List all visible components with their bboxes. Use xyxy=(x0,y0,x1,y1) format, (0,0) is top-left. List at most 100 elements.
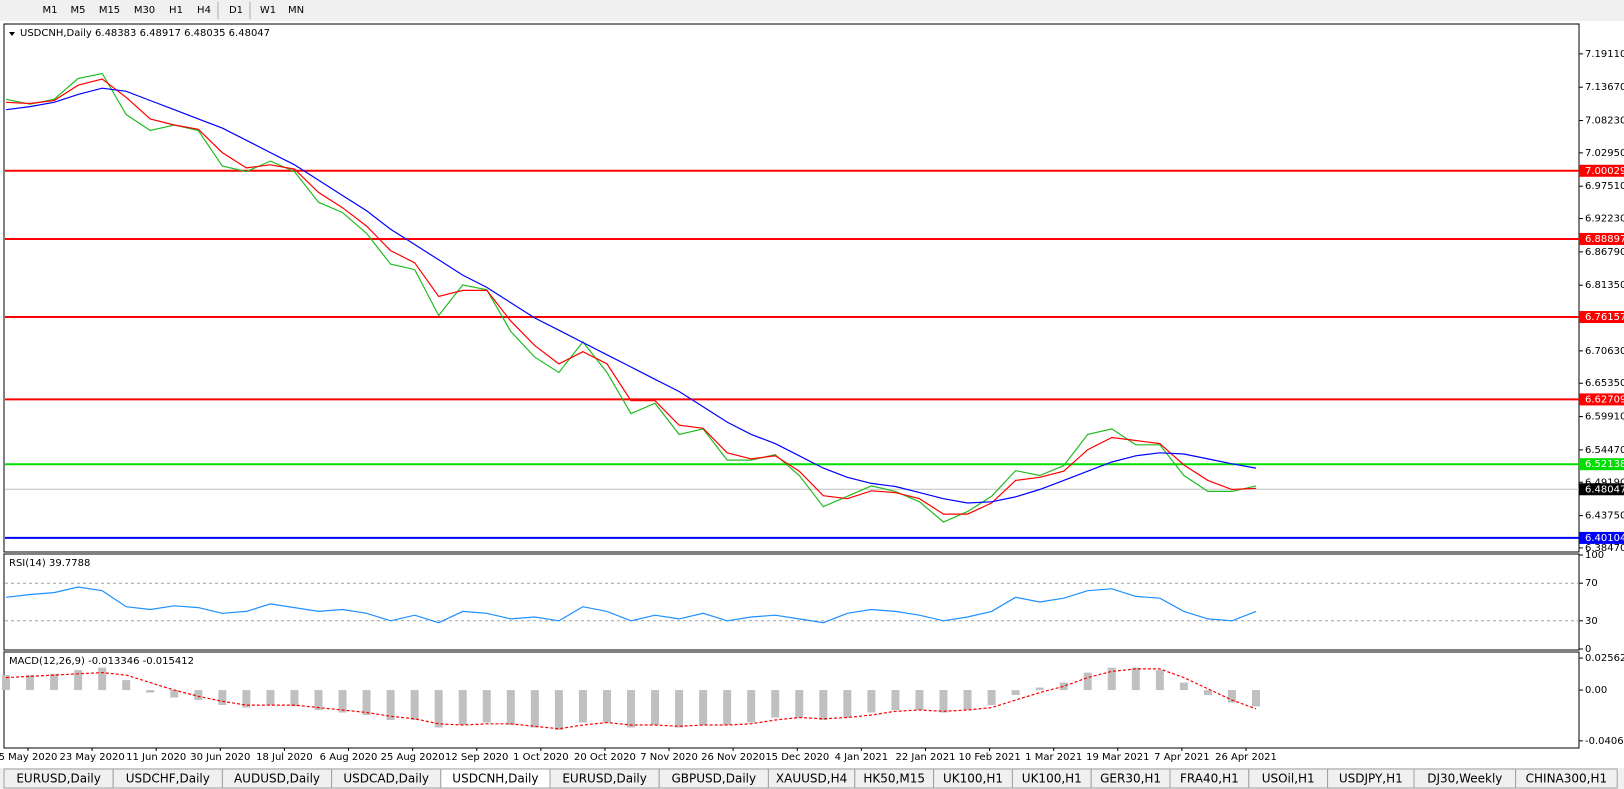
x-tick-label: 30 Jun 2020 xyxy=(190,752,250,763)
histogram-bar xyxy=(50,673,59,691)
ohlc-value: 6.48383 xyxy=(95,28,136,39)
current-price-box xyxy=(1579,483,1624,496)
timeframe-button[interactable]: M15 xyxy=(99,5,120,16)
histogram-bar xyxy=(747,690,756,723)
tab-label: HK50,M15 xyxy=(863,772,925,786)
y-tick-label: 6.81350 xyxy=(1585,280,1624,291)
level-label-box xyxy=(1579,232,1624,245)
timeframe-button[interactable]: W1 xyxy=(260,5,276,16)
level-label: 6.76157 xyxy=(1585,312,1624,323)
current-price-label: 6.48047 xyxy=(1585,484,1624,495)
tab-label: CHINA300,H1 xyxy=(1526,772,1608,786)
tab-label: AUDUSD,Daily xyxy=(234,772,320,786)
series-line xyxy=(5,87,1257,504)
y-tick-label: 6.86790 xyxy=(1585,247,1624,258)
macd-pane xyxy=(3,651,1580,749)
histogram-bar xyxy=(74,670,83,691)
histogram-bar xyxy=(1107,667,1116,691)
tab-label: USDJPY,H1 xyxy=(1339,772,1403,786)
timeframe-button[interactable]: H1 xyxy=(169,5,183,16)
y-tick-label: 7.13670 xyxy=(1585,82,1624,93)
y-tick-label: 6.54470 xyxy=(1585,445,1624,456)
histogram-bar xyxy=(627,690,635,728)
indicator-value: 39.7788 xyxy=(49,558,90,569)
y-tick-label: -0.040687 xyxy=(1585,736,1624,747)
tab[interactable] xyxy=(1515,768,1618,789)
level-label-box xyxy=(1579,458,1624,471)
timeframe-button[interactable]: M30 xyxy=(134,5,155,16)
y-tick-label: 6.49190 xyxy=(1585,477,1624,488)
histogram-bar xyxy=(723,690,732,726)
level-label: 6.52138 xyxy=(1585,459,1624,470)
y-tick-label: 7.02950 xyxy=(1585,148,1624,159)
level-label-box xyxy=(1579,531,1624,544)
y-tick-label: 100 xyxy=(1585,550,1604,561)
level-label: 7.00029 xyxy=(1585,166,1624,177)
y-tick-label: 6.97510 xyxy=(1585,181,1624,192)
timeframe-button[interactable]: D1 xyxy=(229,5,243,16)
x-tick-label: 5 May 2020 xyxy=(0,752,57,763)
series-line xyxy=(5,586,1257,624)
x-tick-label: 4 Jan 2021 xyxy=(835,752,889,763)
menu-arrow xyxy=(9,32,15,36)
toolbar xyxy=(0,0,1624,21)
timeframe-button[interactable]: M5 xyxy=(71,5,86,16)
x-tick-label: 23 May 2020 xyxy=(59,752,124,763)
tab-label: GER30,H1 xyxy=(1100,772,1161,786)
timeframe-button[interactable]: MN xyxy=(288,5,304,16)
histogram-bar xyxy=(554,690,563,731)
histogram-bar xyxy=(122,680,131,691)
x-tick-label: 25 Aug 2020 xyxy=(381,752,445,763)
x-tick-label: 18 Jul 2020 xyxy=(256,752,313,763)
timeframe-button[interactable]: H4 xyxy=(197,5,211,16)
histogram-bar xyxy=(987,690,996,706)
histogram-bar xyxy=(915,690,924,711)
histogram-bar xyxy=(314,690,323,711)
indicator-name: USDCNH,Daily xyxy=(20,28,92,39)
histogram-bar xyxy=(26,675,35,691)
histogram-bar xyxy=(771,690,780,718)
histogram-bar xyxy=(939,690,948,713)
timeframe-button[interactable]: M1 xyxy=(43,5,58,16)
histogram-bar xyxy=(1155,670,1164,691)
pane-title: MACD(12,26,9) -0.013346 -0.015412 xyxy=(9,656,194,667)
rsi-pane xyxy=(3,553,1580,651)
histogram-bar xyxy=(386,690,395,721)
x-tick-label: 6 Aug 2020 xyxy=(320,752,378,763)
y-tick-label: 7.19110 xyxy=(1585,49,1624,60)
histogram-bar xyxy=(506,690,515,726)
ohlc-value: 6.48917 xyxy=(140,28,181,39)
histogram-bar xyxy=(170,690,179,698)
series-line xyxy=(5,668,1257,730)
histogram-bar xyxy=(963,690,972,711)
histogram-bar xyxy=(1203,690,1212,696)
tab-label: USDCHF,Daily xyxy=(126,772,210,786)
y-tick-label: 6.65350 xyxy=(1585,378,1624,389)
level-label: 6.40104 xyxy=(1585,533,1624,544)
tab-label: UK100,H1 xyxy=(943,772,1003,786)
price-pane xyxy=(3,23,1580,553)
level-label-box xyxy=(1579,311,1624,324)
level-label-box xyxy=(1579,164,1624,177)
ohlc-value: 6.48047 xyxy=(229,28,270,39)
histogram-bar xyxy=(1131,667,1140,691)
histogram-bar xyxy=(819,690,828,721)
histogram-bar xyxy=(482,690,491,723)
histogram-bar xyxy=(843,690,852,718)
histogram-bar xyxy=(795,690,804,718)
histogram-bar xyxy=(98,667,107,691)
y-tick-label: 6.43750 xyxy=(1585,511,1624,522)
histogram-bar xyxy=(458,690,467,726)
histogram-bar xyxy=(434,690,443,728)
level-label: 6.88897 xyxy=(1585,234,1624,245)
histogram-bar xyxy=(266,690,275,706)
histogram-bar xyxy=(362,690,371,716)
y-tick-label: 6.92230 xyxy=(1585,214,1624,225)
histogram-bar xyxy=(146,690,155,693)
x-tick-label: 26 Nov 2020 xyxy=(701,752,765,763)
indicator-value: -0.015412 xyxy=(143,656,194,667)
series-line xyxy=(5,72,1257,523)
histogram-bar xyxy=(530,690,539,728)
x-tick-label: 22 Jan 2021 xyxy=(895,752,955,763)
